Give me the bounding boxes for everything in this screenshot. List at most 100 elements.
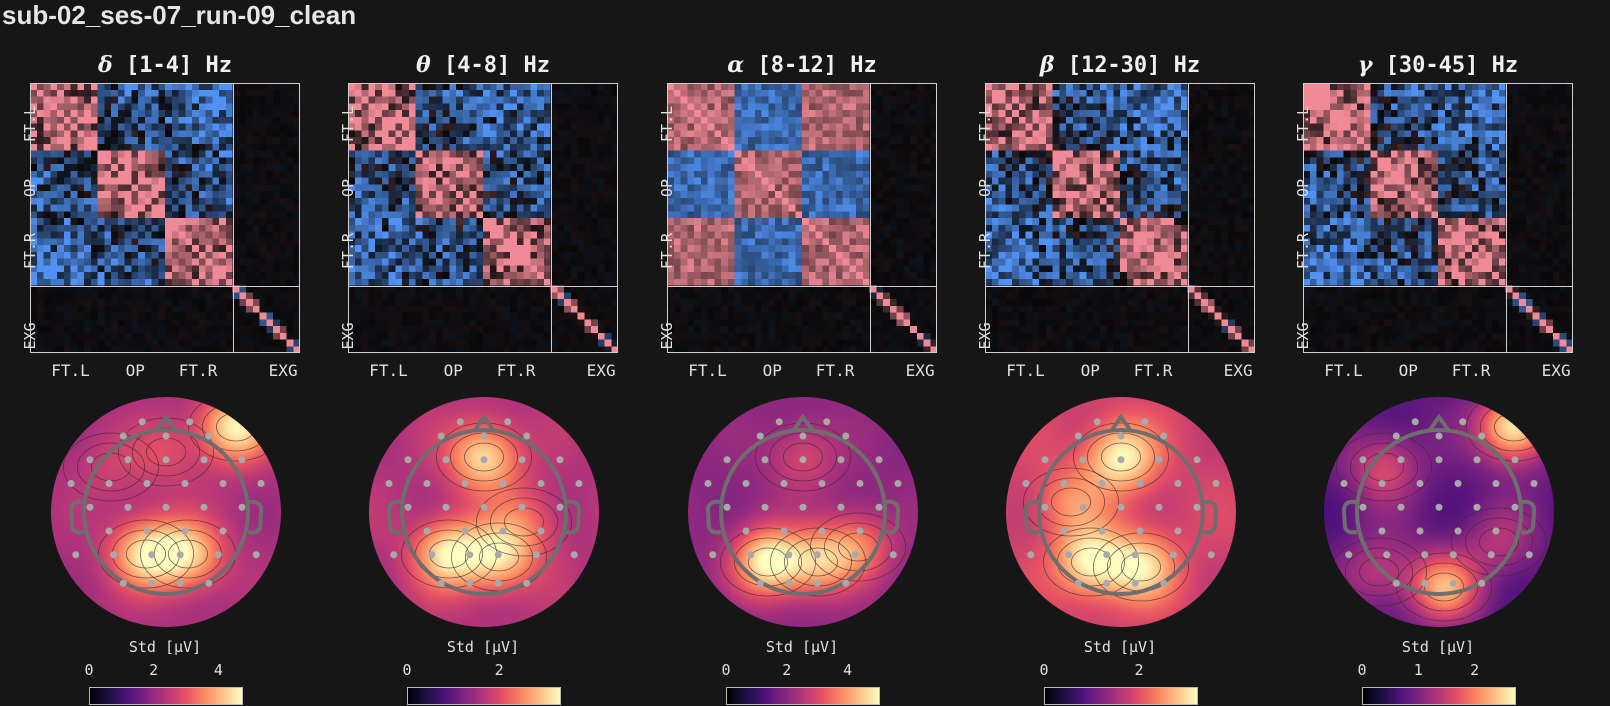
band-symbol: δ bbox=[98, 52, 113, 78]
correlation-matrix bbox=[985, 83, 1255, 353]
sensor-dot bbox=[1155, 503, 1163, 511]
colorbar-tick: 0 bbox=[402, 661, 412, 679]
sensor-dot bbox=[1397, 456, 1405, 464]
row-tick-label: OP bbox=[21, 179, 39, 198]
correlation-matrix bbox=[30, 83, 300, 353]
row-tick-label: OP bbox=[339, 179, 357, 198]
topomap-contour bbox=[132, 427, 200, 477]
sensor-dot bbox=[214, 551, 222, 559]
sensor-dot bbox=[761, 503, 769, 511]
sensor-dot bbox=[837, 503, 845, 511]
sensor-dot bbox=[537, 527, 545, 535]
head-outline bbox=[1037, 428, 1205, 596]
sensor-dot bbox=[1411, 418, 1419, 426]
sensor-dot bbox=[480, 456, 488, 464]
sensor-dot bbox=[775, 418, 783, 426]
sensor-dot bbox=[404, 456, 412, 464]
sensor-dot bbox=[1136, 480, 1144, 487]
sensor-dot bbox=[1093, 418, 1101, 426]
sensor-dot bbox=[1416, 527, 1424, 535]
colorbar-tick: 0 bbox=[721, 661, 731, 679]
sensor-dot bbox=[219, 480, 227, 487]
sensor-dot bbox=[1103, 551, 1111, 559]
sensor-dot bbox=[537, 480, 545, 487]
sensor-dot bbox=[575, 480, 583, 487]
sensor-dot bbox=[1530, 480, 1538, 487]
sensor-dot bbox=[480, 503, 488, 511]
topomap-contour bbox=[798, 547, 838, 577]
eeg-exg-divider-horizontal bbox=[667, 285, 937, 287]
sensor-dot bbox=[1449, 579, 1457, 587]
sensor-dot bbox=[742, 527, 750, 535]
eeg-exg-divider-vertical bbox=[232, 83, 234, 353]
row-tick-label: FT.R bbox=[1294, 233, 1312, 270]
sensor-dot bbox=[818, 527, 826, 535]
col-tick-label: FT.R bbox=[496, 361, 536, 380]
topomap bbox=[688, 397, 918, 627]
head-nose bbox=[154, 413, 178, 433]
sensor-dot bbox=[205, 579, 213, 587]
sensor-dot bbox=[1027, 551, 1035, 559]
eeg-exg-divider-horizontal bbox=[30, 285, 300, 287]
topomap-contour bbox=[1023, 467, 1120, 537]
row-tick-label: OP bbox=[976, 179, 994, 198]
sensor-dot bbox=[1459, 418, 1467, 426]
topomap-contour bbox=[809, 512, 906, 582]
sensor-dot bbox=[110, 551, 118, 559]
sensor-dot bbox=[747, 551, 755, 559]
sensor-dot bbox=[86, 456, 94, 464]
band-range: [12-30] Hz bbox=[1054, 53, 1201, 78]
band-range: [8-12] Hz bbox=[744, 53, 877, 78]
sensor-dot bbox=[1207, 551, 1215, 559]
topomap-contour bbox=[1424, 572, 1464, 602]
col-tick-label: EXG bbox=[1223, 361, 1253, 380]
head-outline bbox=[400, 428, 568, 596]
sensor-dot bbox=[181, 480, 189, 487]
sensor-dot bbox=[518, 503, 526, 511]
band-symbol: α bbox=[727, 52, 745, 78]
eeg-exg-divider-vertical bbox=[1187, 83, 1189, 353]
sensor-dot bbox=[1492, 480, 1500, 487]
sensor-dot bbox=[181, 527, 189, 535]
sensor-dot bbox=[423, 527, 431, 535]
topomap-contour bbox=[464, 442, 504, 472]
sensor-dot bbox=[842, 432, 850, 440]
band-panel: θ [4-8] Hz FT.L OP FT.R EXG FT.L OP FT.R EXG Std … bbox=[318, 0, 618, 706]
sensor-dot bbox=[124, 456, 132, 464]
sensor-dot bbox=[1022, 480, 1030, 487]
colorbar-tick: 4 bbox=[213, 661, 223, 679]
sensor-dot bbox=[1074, 432, 1082, 440]
correlation-matrix bbox=[1303, 83, 1573, 353]
row-tick-label: EXG bbox=[21, 322, 39, 350]
col-tick-label: EXG bbox=[1541, 361, 1571, 380]
band-range: [1-4] Hz bbox=[112, 53, 232, 78]
sensor-dot bbox=[1421, 551, 1429, 559]
sensor-dot bbox=[799, 432, 807, 440]
col-tick-label: EXG bbox=[586, 361, 616, 380]
col-tick-label: FT.L bbox=[688, 361, 727, 380]
band-title: γ [30-45] Hz bbox=[1303, 52, 1573, 78]
topomap-contour bbox=[490, 497, 558, 547]
head-ear bbox=[68, 499, 85, 535]
eeg-exg-divider-vertical bbox=[869, 83, 871, 353]
sensor-dot bbox=[1359, 456, 1367, 464]
topomap-contour bbox=[1451, 507, 1547, 577]
sensor-dot bbox=[799, 456, 807, 464]
sensor-dot bbox=[461, 527, 469, 535]
sensor-dot bbox=[119, 579, 127, 587]
sensor-dot bbox=[504, 418, 512, 426]
topomap-contour bbox=[1101, 442, 1141, 472]
sensor-dot bbox=[72, 551, 80, 559]
row-tick-label: FT.R bbox=[339, 233, 357, 270]
page-title: sub-02_ses-07_run-09_clean bbox=[2, 0, 357, 30]
sensor-dot bbox=[219, 527, 227, 535]
col-tick-label: FT.R bbox=[178, 361, 218, 380]
col-tick-label: OP bbox=[1398, 361, 1418, 380]
eeg-exg-divider-horizontal bbox=[1303, 285, 1573, 287]
sensor-dot bbox=[1136, 527, 1144, 535]
colorbar-tick: 1 bbox=[1413, 661, 1423, 679]
col-tick-label: FT.R bbox=[815, 361, 855, 380]
sensor-dot bbox=[466, 551, 474, 559]
sensor-dot bbox=[1074, 579, 1082, 587]
sensor-dot bbox=[1435, 503, 1443, 511]
